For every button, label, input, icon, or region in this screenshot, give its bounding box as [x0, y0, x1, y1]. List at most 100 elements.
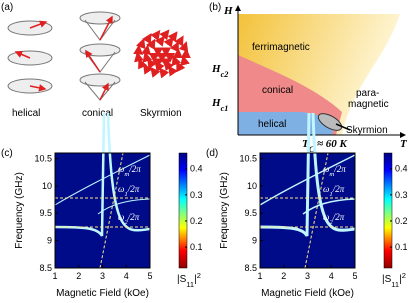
text-part: ω — [118, 184, 124, 194]
y-tick-label: 9 — [47, 236, 52, 246]
colorbar-label: |S11|2 — [177, 271, 201, 289]
heatmap-traces — [259, 112, 356, 237]
phase-regions — [238, 14, 400, 135]
x-tick-label: 5 — [147, 271, 152, 281]
x-tick-label: 1 — [257, 271, 262, 281]
spectrum-trace — [302, 198, 356, 215]
text-part: c1 — [221, 104, 229, 113]
spectrum-trace — [54, 154, 151, 206]
conical-sketch — [79, 11, 121, 101]
tick-label: Hc2 — [211, 63, 228, 79]
spin — [163, 60, 174, 72]
spin — [163, 36, 174, 48]
text-part: /2π — [127, 212, 140, 222]
panel-label: (b) — [209, 2, 221, 13]
spin — [150, 66, 161, 78]
text-part: T — [302, 138, 310, 150]
text-part: /2π — [333, 164, 346, 174]
text-part: c2 — [221, 70, 229, 79]
x-axis-label: Magnetic Field (kOe) — [261, 288, 354, 299]
annotation: ω1/2π — [118, 184, 140, 198]
panel-label: (a) — [1, 2, 13, 13]
region-label: helical — [258, 119, 286, 130]
x-tick-label: 4 — [329, 271, 334, 281]
colorbar-tick-label: 0.3 — [190, 190, 203, 200]
y-tick-label: 10 — [247, 181, 257, 191]
spin — [142, 51, 153, 63]
panel-label: (c) — [1, 148, 13, 159]
spectrum-trace — [97, 198, 151, 215]
spin — [143, 63, 153, 75]
text-part: 11 — [391, 280, 399, 289]
colorbar — [383, 152, 393, 269]
colorbar-tick-label: 0.1 — [190, 242, 203, 252]
axis-label: T — [400, 138, 408, 150]
annotation: ω1/2π — [323, 184, 345, 198]
colorbar-tick-label: 0.4 — [190, 164, 203, 174]
spin — [169, 41, 179, 53]
y-axis-label: Frequency (GHz) — [219, 172, 230, 249]
spectrum-trace — [106, 112, 151, 232]
tick-label: TC ≈ 60 K — [302, 138, 348, 154]
text-part: /2π — [127, 184, 140, 194]
colorbar-tick-label: 0.3 — [395, 190, 408, 200]
spin — [138, 58, 148, 70]
y-tick-label: 10 — [42, 181, 52, 191]
text-part: C — [309, 145, 315, 154]
caption: conical — [82, 108, 113, 119]
region-label: magnetic — [348, 99, 389, 110]
annotation: ωm/2π — [118, 164, 141, 178]
x-tick-label: 1 — [52, 271, 57, 281]
colorbar-tick-label: 0.2 — [395, 216, 408, 226]
spin — [150, 29, 161, 41]
spectrum-trace — [259, 112, 311, 237]
spin — [178, 41, 189, 53]
helical-sketch — [7, 20, 53, 94]
text-part: 11 — [186, 280, 194, 289]
spin — [168, 65, 178, 77]
tick-label: Hc1 — [211, 97, 228, 113]
skyrmion-sketch — [133, 29, 191, 79]
spin — [159, 29, 170, 41]
annotation: ωm/2π — [323, 164, 346, 178]
text-part: 1 — [329, 191, 332, 198]
text-part: 1 — [124, 191, 127, 198]
text-part: m — [124, 171, 129, 178]
x-tick-label: 4 — [124, 271, 129, 281]
text-part: ω — [323, 212, 329, 222]
text-part: /2π — [128, 164, 141, 174]
text-part: ω — [323, 164, 329, 174]
spin — [154, 35, 165, 47]
y-tick-label: 9.5 — [39, 208, 52, 218]
x-tick-label: 3 — [100, 271, 105, 281]
region-label: ferrimagnetic — [252, 42, 310, 53]
spin — [159, 67, 170, 79]
text-part: ω — [118, 164, 124, 174]
text-part: ≈ 60 K — [314, 138, 347, 150]
y-tick-label: 8.5 — [39, 263, 52, 273]
y-tick-label: 9 — [252, 236, 257, 246]
caption: Skyrmion — [140, 108, 182, 119]
colorbar — [178, 152, 188, 269]
spin — [167, 31, 178, 43]
heatmap-traces — [54, 112, 151, 237]
y-tick-label: 10.5 — [34, 153, 52, 163]
x-axis-label: Magnetic Field (kOe) — [56, 288, 149, 299]
spectrum-trace — [311, 112, 356, 232]
region-label: conical — [262, 85, 293, 96]
colorbar-tick-label: 0.2 — [190, 216, 203, 226]
spin — [141, 44, 152, 56]
text-part: 2 — [197, 271, 201, 280]
text-part: |S — [382, 274, 392, 285]
panel-label: (d) — [206, 148, 218, 159]
y-axis-label: Frequency (GHz) — [14, 172, 25, 249]
colorbar-tick-label: 0.1 — [395, 242, 408, 252]
x-tick-label: 5 — [352, 271, 357, 281]
text-part: ω — [118, 212, 124, 222]
colorbar-tick-label: 0.4 — [395, 164, 408, 174]
spin — [174, 35, 184, 47]
annotation: ω2/2π — [323, 212, 345, 226]
spectrum-trace — [259, 154, 356, 206]
